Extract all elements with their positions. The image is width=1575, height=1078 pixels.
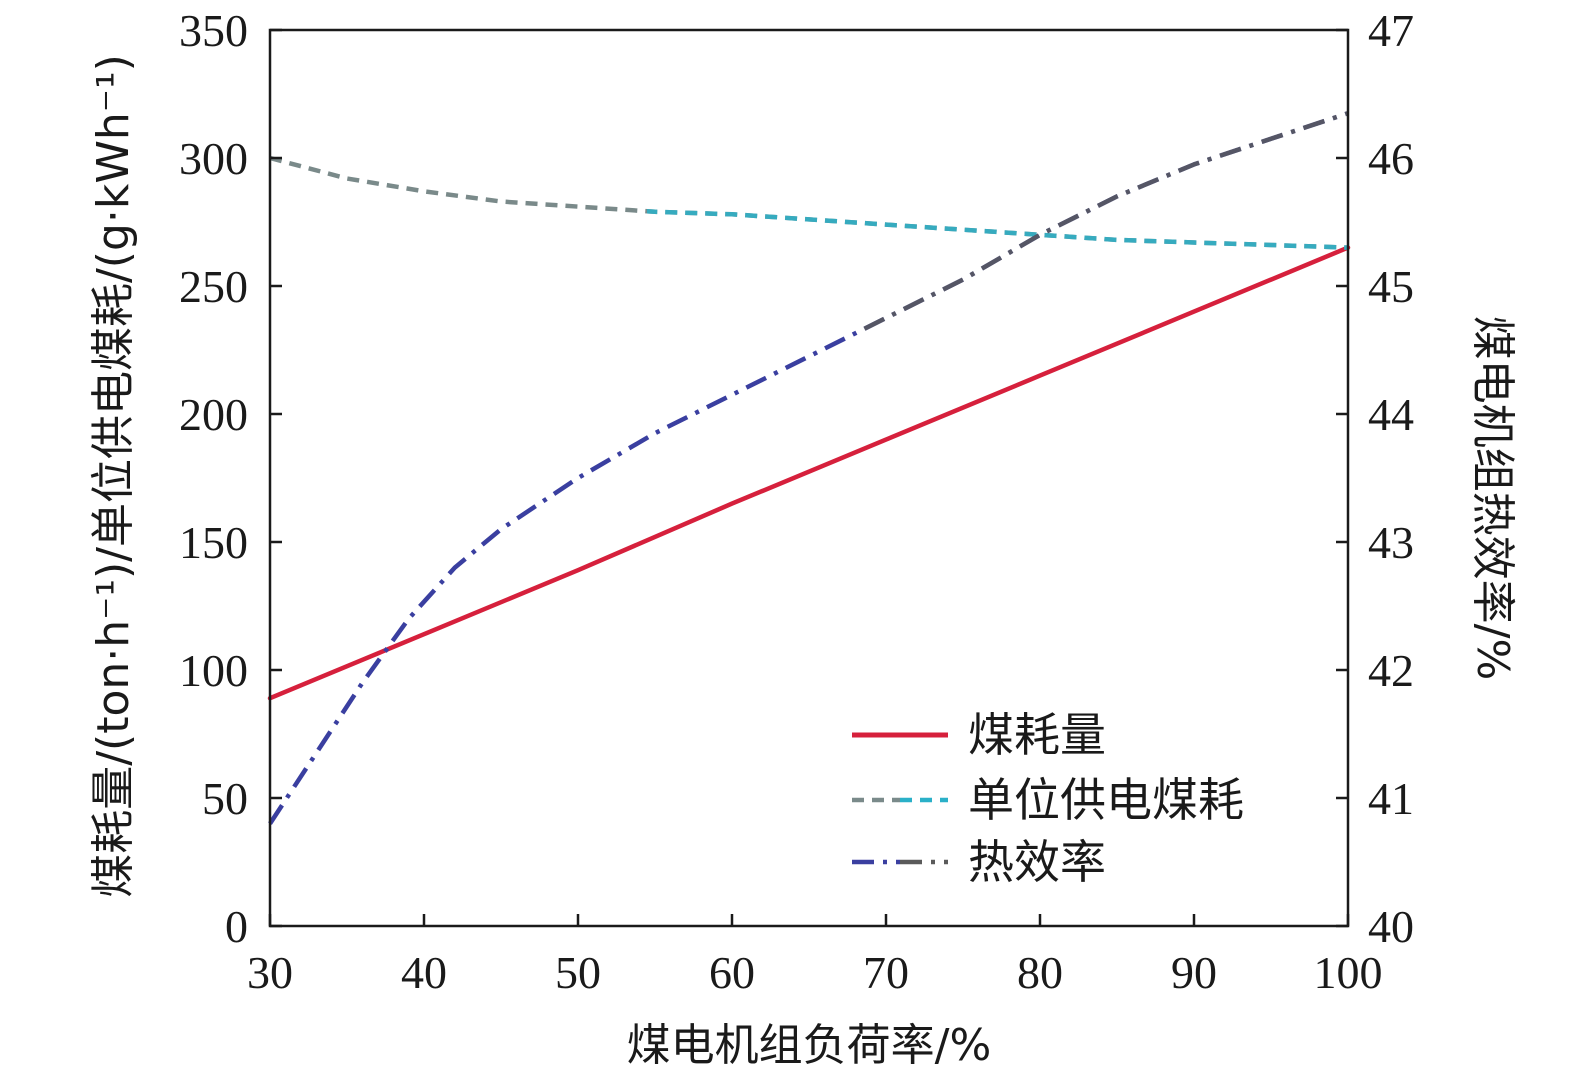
x-tick-label: 40 [401,947,447,998]
x-tick-label: 60 [709,947,755,998]
y-right-tick-label: 41 [1368,773,1414,824]
series-line-0 [267,245,1351,701]
y-right-tick-label: 42 [1368,645,1414,696]
y-right-tick-label: 46 [1368,133,1414,184]
y-left-tick-label: 250 [179,261,248,312]
x-tick-label: 50 [555,947,601,998]
series-line-1-alt [270,158,1348,248]
legend-label-unit-coal-consumption: 单位供电煤耗 [968,773,1244,827]
series-line-1 [269,155,1349,250]
y-axis-left-title: 煤耗量/(ton·h⁻¹)/单位供电煤耗/(g·kWh⁻¹) [88,54,139,898]
x-tick-label: 80 [1017,947,1063,998]
y-right-tick-label: 47 [1368,5,1414,56]
y-left-tick-label: 0 [225,901,248,952]
y-right-tick-label: 43 [1368,517,1414,568]
x-tick-label: 100 [1314,947,1383,998]
y-right-tick-label: 45 [1368,261,1414,312]
y-axis-right-title: 煤电机组热效率/% [1467,316,1518,681]
x-tick-label: 30 [247,947,293,998]
y-left-tick-label: 300 [179,133,248,184]
plot-area [267,111,1351,825]
y-left-tick-label: 100 [179,645,248,696]
plot-frame [268,28,1350,928]
axes-ticks: 30 40 50 60 70 80 90 100 0 50 100 150 200 250 300 350 40… [179,5,1414,998]
y-right-tick-label: 44 [1368,389,1414,440]
y-left-tick-label: 150 [179,517,248,568]
legend-label-thermal-efficiency: 热效率 [968,835,1106,889]
y-right-tick-label: 40 [1368,901,1414,952]
y-left-tick-label: 50 [202,773,248,824]
x-axis-title: 煤电机组负荷率/% [627,1020,992,1071]
x-tick-label: 70 [863,947,909,998]
y-left-tick-label: 200 [179,389,248,440]
legend: 煤耗量 单位供电煤耗 热效率 [852,708,1244,889]
x-tick-label: 90 [1171,947,1217,998]
legend-label-coal-consumption: 煤耗量 [968,708,1106,762]
y-left-tick-label: 350 [179,5,248,56]
